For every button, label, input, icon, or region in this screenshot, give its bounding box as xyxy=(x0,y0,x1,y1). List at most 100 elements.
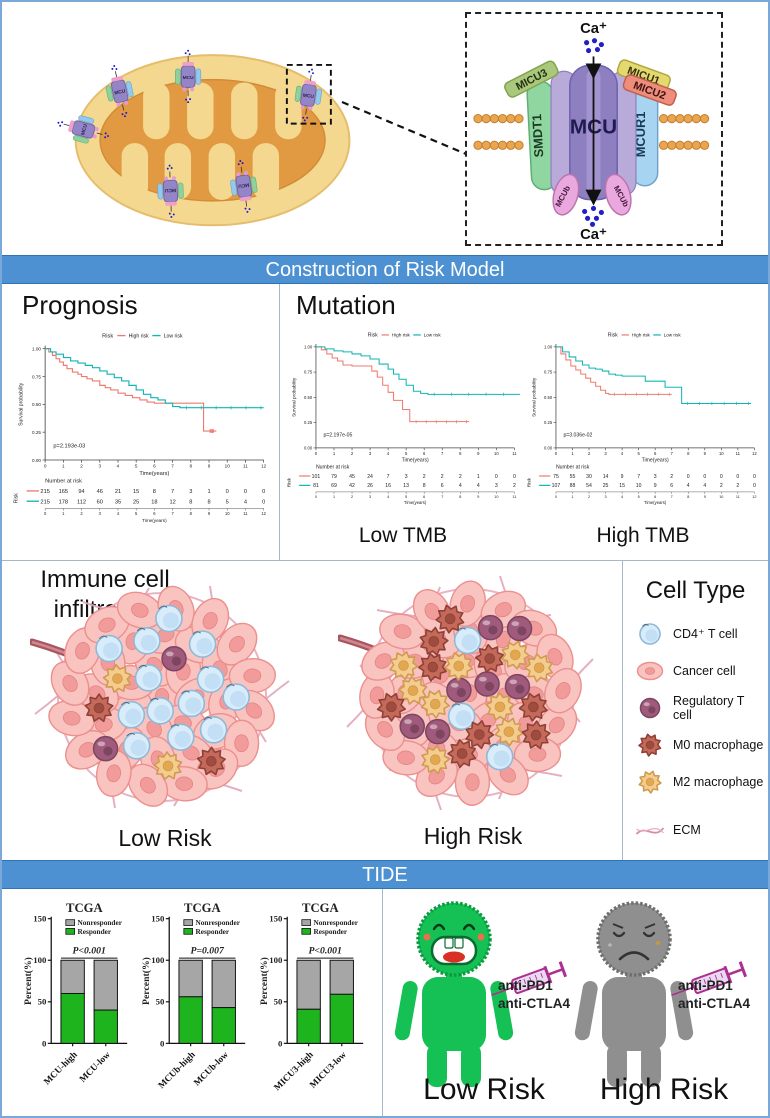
svg-text:0.50: 0.50 xyxy=(544,395,553,400)
svg-text:8: 8 xyxy=(189,499,192,505)
tide-bar-chart-mcub: TCGA 0 50 100 150 Percent(%) NonresponderRespo… xyxy=(141,901,246,1091)
svg-text:165: 165 xyxy=(59,489,68,495)
m0-macrophage-icon xyxy=(638,733,662,757)
cell-type-title: Cell Type xyxy=(645,577,746,604)
svg-text:75: 75 xyxy=(553,474,559,480)
svg-text:10: 10 xyxy=(494,451,499,456)
svg-text:0.75: 0.75 xyxy=(544,370,553,375)
svg-text:7: 7 xyxy=(441,451,444,456)
svg-text:2: 2 xyxy=(80,511,83,516)
svg-text:4: 4 xyxy=(117,464,120,469)
svg-text:26: 26 xyxy=(367,483,373,489)
svg-text:MCU-high: MCU-high xyxy=(42,1050,79,1087)
svg-text:3: 3 xyxy=(654,474,657,480)
svg-text:81: 81 xyxy=(313,483,319,489)
svg-text:6: 6 xyxy=(670,483,673,489)
svg-text:79: 79 xyxy=(331,474,337,480)
svg-text:45: 45 xyxy=(349,474,355,480)
svg-text:3: 3 xyxy=(405,474,408,480)
svg-text:4: 4 xyxy=(387,495,389,499)
svg-text:2: 2 xyxy=(441,474,444,480)
svg-text:9: 9 xyxy=(654,483,657,489)
low-risk-person-block: anti-PD1 anti-CTLA4 Low Risk xyxy=(394,891,574,1116)
svg-text:2: 2 xyxy=(588,451,591,456)
svg-text:8: 8 xyxy=(190,464,193,469)
svg-text:High risk: High risk xyxy=(632,333,651,338)
svg-text:1.00: 1.00 xyxy=(32,346,41,351)
section-divider xyxy=(2,560,768,561)
svg-text:8: 8 xyxy=(687,451,690,456)
svg-text:Survival probability: Survival probability xyxy=(291,377,296,417)
legend-item-treg: Regulatory T cell xyxy=(635,693,768,723)
svg-text:MCU: MCU xyxy=(237,181,249,189)
svg-text:215: 215 xyxy=(40,499,49,505)
svg-text:0.75: 0.75 xyxy=(304,370,313,375)
svg-text:4: 4 xyxy=(244,499,247,505)
svg-text:6: 6 xyxy=(654,451,657,456)
svg-text:8: 8 xyxy=(459,451,462,456)
cell-type-legend-panel: Cell Type CD4⁺ T cell Cancer cell Regula… xyxy=(622,561,768,861)
svg-text:0: 0 xyxy=(687,474,690,480)
svg-text:6: 6 xyxy=(441,483,444,489)
svg-text:6: 6 xyxy=(654,495,656,499)
tide-bar-chart-micu3: TCGA 0 50 100 150 Percent(%) NonresponderRespo… xyxy=(259,901,364,1093)
svg-text:3: 3 xyxy=(369,495,371,499)
svg-text:Risk: Risk xyxy=(102,333,113,339)
svg-text:7: 7 xyxy=(637,474,640,480)
svg-text:p=2.197e-05: p=2.197e-05 xyxy=(323,433,352,439)
legend-item-ecm: ECM xyxy=(635,815,768,845)
svg-text:7: 7 xyxy=(441,495,443,499)
svg-text:0.00: 0.00 xyxy=(32,458,41,463)
svg-text:2: 2 xyxy=(670,474,673,480)
svg-text:35: 35 xyxy=(115,499,121,505)
svg-text:MCU: MCU xyxy=(114,88,127,96)
svg-text:0: 0 xyxy=(753,483,756,489)
low-risk-person-label: Low Risk xyxy=(423,1073,545,1106)
svg-text:Time(years): Time(years) xyxy=(404,500,427,505)
svg-text:TCGA: TCGA xyxy=(66,901,103,915)
low-risk-tumor-illustration xyxy=(30,585,290,809)
svg-text:MCU: MCU xyxy=(183,75,195,81)
svg-text:3: 3 xyxy=(98,464,101,469)
svg-text:5: 5 xyxy=(226,499,229,505)
svg-text:11: 11 xyxy=(512,451,517,456)
svg-text:9: 9 xyxy=(208,464,211,469)
svg-text:Risk: Risk xyxy=(527,477,532,487)
svg-text:5: 5 xyxy=(405,495,407,499)
prognosis-title: Prognosis xyxy=(22,290,138,320)
svg-text:Risk: Risk xyxy=(608,333,618,339)
svg-text:1: 1 xyxy=(333,451,336,456)
high-risk-tumor-illustration xyxy=(338,575,594,811)
svg-text:12: 12 xyxy=(752,451,757,456)
svg-text:1: 1 xyxy=(207,489,210,495)
svg-text:2: 2 xyxy=(351,451,354,456)
svg-text:Risk: Risk xyxy=(13,493,19,503)
legend-label: Regulatory T cell xyxy=(673,693,745,722)
svg-text:Ca⁺: Ca⁺ xyxy=(580,21,607,37)
svg-text:7: 7 xyxy=(171,489,174,495)
svg-text:50: 50 xyxy=(38,997,47,1007)
svg-text:55: 55 xyxy=(570,474,576,480)
svg-text:15: 15 xyxy=(133,489,139,495)
svg-text:Time(years): Time(years) xyxy=(644,500,667,505)
svg-text:Time(years): Time(years) xyxy=(139,471,169,477)
svg-text:0: 0 xyxy=(736,474,739,480)
mitochondria-section: MCU MCU MCU MCU MCU MCU SMDT1 MCUR1 MICU3 MICU1 M… xyxy=(2,2,768,255)
svg-text:7: 7 xyxy=(671,495,673,499)
legend-label: Cancer cell xyxy=(673,663,736,678)
svg-text:0.00: 0.00 xyxy=(304,446,313,451)
svg-text:2: 2 xyxy=(423,474,426,480)
svg-text:5: 5 xyxy=(135,464,138,469)
svg-text:6: 6 xyxy=(153,511,156,516)
svg-text:Ca⁺: Ca⁺ xyxy=(580,227,607,243)
low-tmb-label: Low TMB xyxy=(358,524,448,547)
svg-text:15: 15 xyxy=(619,483,625,489)
svg-text:7: 7 xyxy=(171,464,174,469)
svg-text:Nonresponder: Nonresponder xyxy=(314,918,359,927)
tide-divider xyxy=(382,889,383,1116)
svg-text:1.00: 1.00 xyxy=(304,344,313,349)
svg-text:0: 0 xyxy=(703,474,706,480)
svg-text:Low risk: Low risk xyxy=(664,333,682,338)
